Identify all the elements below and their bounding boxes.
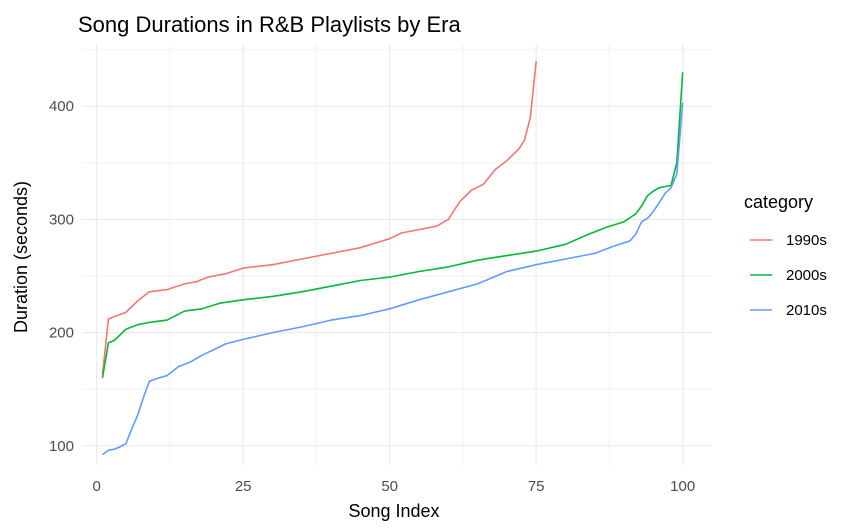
x-tick-label: 100: [670, 478, 695, 495]
x-tick-labels: 0 25 50 75 100: [92, 478, 695, 495]
chart-title: Song Durations in R&B Playlists by Era: [78, 12, 461, 37]
legend-title: category: [744, 192, 813, 212]
series-line-2010s: [102, 102, 684, 456]
grid: [82, 44, 712, 465]
y-tick-label: 200: [49, 325, 74, 342]
legend-label-2000s: 2000s: [786, 267, 827, 284]
y-tick-label: 100: [49, 438, 74, 455]
y-tick-labels: 100 200 300 400: [49, 98, 74, 455]
legend: category 1990s 2000s 2010s: [744, 192, 827, 319]
x-axis-label: Song Index: [348, 501, 439, 521]
x-tick-label: 75: [528, 478, 545, 495]
series-layer: [101, 60, 684, 456]
legend-label-2010s: 2010s: [786, 302, 827, 319]
legend-label-1990s: 1990s: [786, 232, 827, 249]
x-tick-label: 0: [92, 478, 100, 495]
series-line-1990s: [101, 60, 537, 375]
x-tick-label: 50: [381, 478, 398, 495]
y-tick-label: 400: [49, 98, 74, 115]
y-axis-label: Duration (seconds): [11, 181, 31, 333]
legend-items: 1990s 2000s 2010s: [750, 232, 827, 319]
y-tick-label: 300: [49, 211, 74, 228]
series-line-2000s: [101, 72, 684, 379]
x-tick-label: 25: [235, 478, 252, 495]
